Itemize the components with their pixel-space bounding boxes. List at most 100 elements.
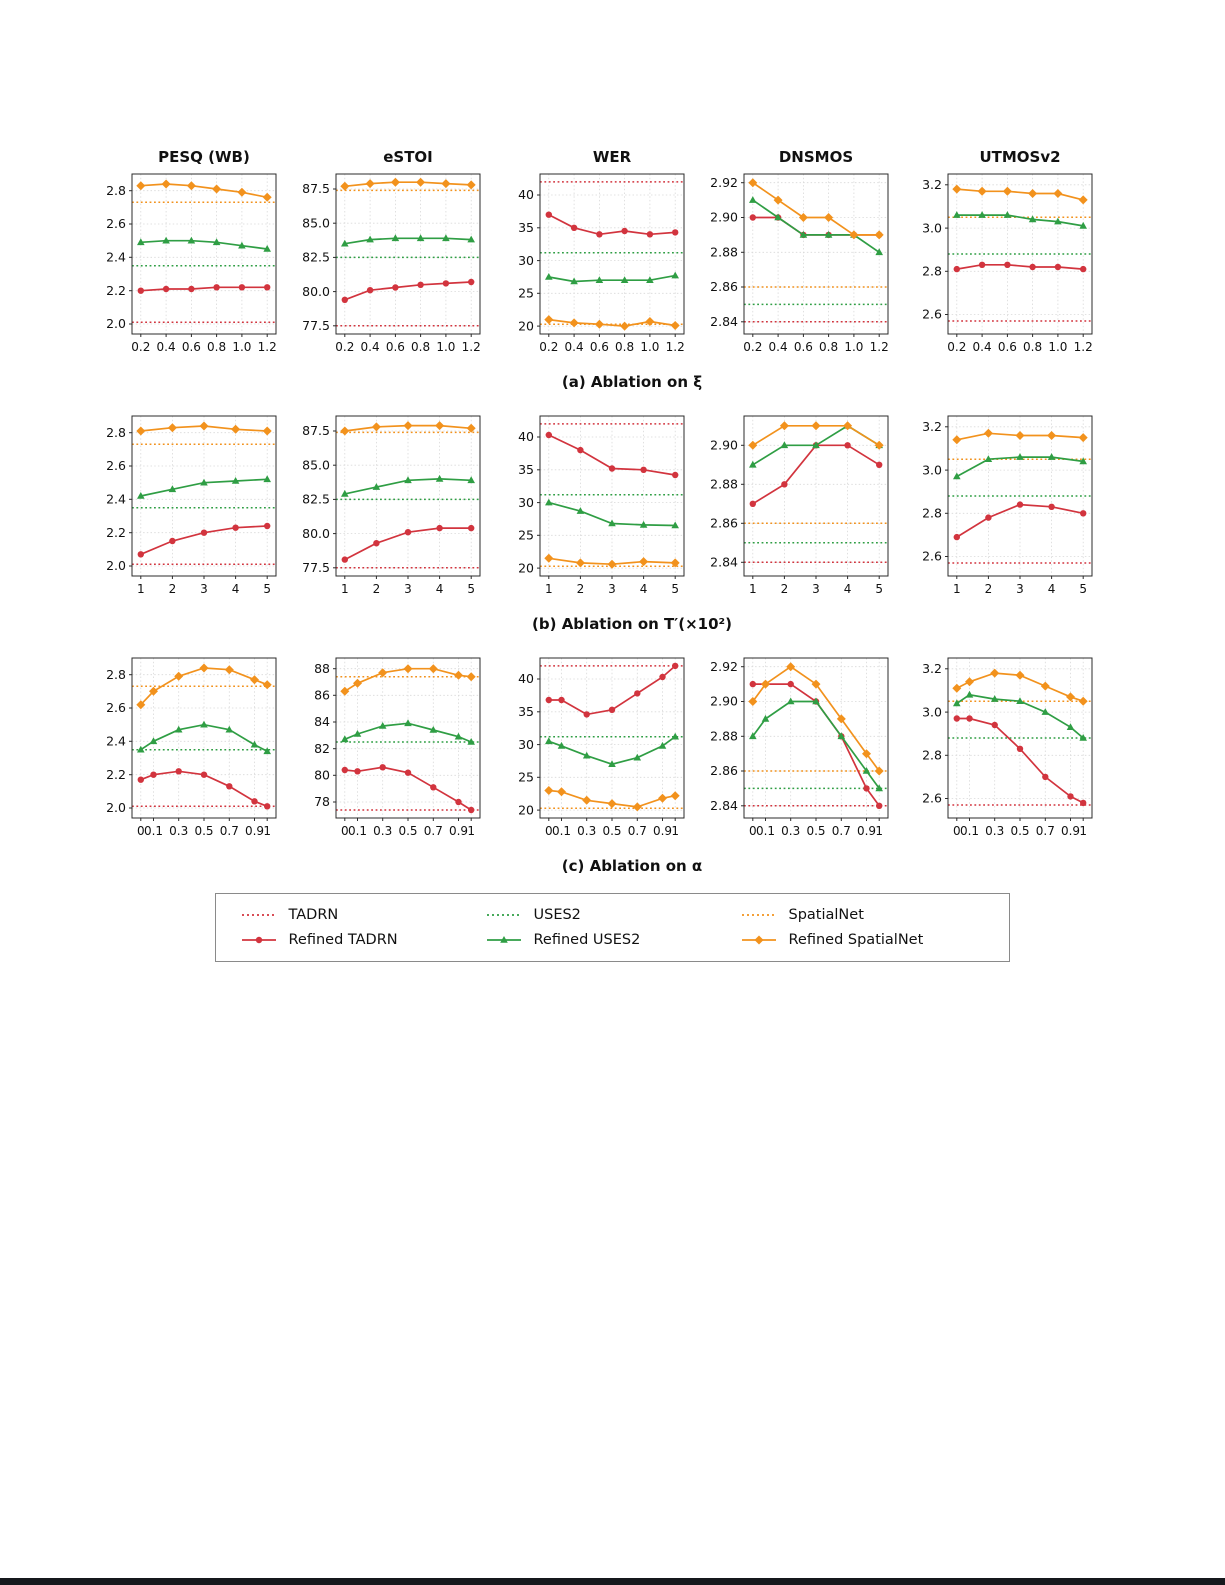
svg-text:0.1: 0.1: [144, 824, 163, 838]
svg-text:0.5: 0.5: [602, 824, 621, 838]
y-axis: 2.0 2.2 2.4 2.6 2.8: [106, 667, 132, 815]
svg-text:2.92: 2.92: [710, 659, 738, 674]
svg-text:82: 82: [314, 741, 330, 756]
svg-text:2.0: 2.0: [106, 800, 126, 815]
svg-text:3: 3: [608, 582, 616, 596]
baselines: [744, 522, 888, 564]
bottom-bar: [0, 1578, 1225, 1585]
chart-b-0: 2.0 2.2 2.4 2.6 2.8 1 2 3 4 5: [86, 407, 283, 607]
svg-text:2: 2: [373, 582, 381, 596]
svg-text:2.6: 2.6: [106, 700, 126, 715]
svg-text:1: 1: [671, 824, 679, 838]
x-axis: 0 0.1 0.3 0.5 0.7 0.9 1: [953, 818, 1087, 838]
series-refined_uses2: [545, 498, 679, 529]
chart-b-3: 2.84 2.86 2.88 2.90 1 2 3 4 5: [698, 407, 895, 607]
series-refined_uses2: [749, 196, 883, 256]
svg-text:0: 0: [749, 824, 757, 838]
svg-text:1: 1: [545, 582, 553, 596]
svg-text:0.4: 0.4: [361, 340, 380, 354]
svg-text:40: 40: [518, 671, 534, 686]
baselines: [336, 431, 480, 569]
svg-text:3.0: 3.0: [922, 462, 942, 477]
svg-text:0.2: 0.2: [947, 340, 966, 354]
legend-sample-refined-tadrn: [241, 936, 276, 944]
chart-svg: 2.0 2.2 2.4 2.6 2.8 0 0.1 0.3 0.5 0.7 0.9 1: [106, 657, 277, 838]
svg-text:2.6: 2.6: [106, 216, 126, 231]
svg-text:2.2: 2.2: [106, 525, 126, 540]
svg-text:1.0: 1.0: [640, 340, 659, 354]
svg-text:0.7: 0.7: [628, 824, 647, 838]
charts-row-b: 2.0 2.2 2.4 2.6 2.8 1 2 3 4 5 77.5 80.0 82.5 85.0 87.5…: [86, 407, 1138, 607]
svg-text:3.0: 3.0: [922, 220, 942, 235]
x-axis: 1 2 3 4 5: [341, 576, 475, 596]
svg-text:0.9: 0.9: [1061, 824, 1080, 838]
svg-text:85.0: 85.0: [302, 215, 330, 230]
plot-frame: [539, 415, 685, 577]
legend-item-uses2: USES2: [485, 907, 710, 923]
svg-text:40: 40: [518, 187, 534, 202]
x-axis: 1 2 3 4 5: [545, 576, 679, 596]
series-refined_tadrn: [137, 522, 271, 558]
svg-text:2.88: 2.88: [710, 729, 738, 744]
baselines: [336, 189, 480, 327]
svg-text:1: 1: [341, 582, 349, 596]
svg-text:0.3: 0.3: [577, 824, 596, 838]
chart-svg: 2.6 2.8 3.0 3.2 0.2 0.4 0.6 0.8 1.0 1.2 UTMOSv2: [922, 148, 1093, 354]
chart-c-0: 2.0 2.2 2.4 2.6 2.8 0 0.1 0.3 0.5 0.7 0.9 1: [86, 649, 283, 849]
svg-text:0.7: 0.7: [1036, 824, 1055, 838]
svg-text:4: 4: [1048, 582, 1056, 596]
plot-frame: [131, 415, 277, 577]
svg-text:0.2: 0.2: [131, 340, 150, 354]
svg-text:0.5: 0.5: [806, 824, 825, 838]
series-refined_spatialnet: [748, 421, 884, 450]
svg-text:0.1: 0.1: [348, 824, 367, 838]
svg-text:0.2: 0.2: [743, 340, 762, 354]
svg-text:35: 35: [518, 220, 534, 235]
svg-text:0.9: 0.9: [857, 824, 876, 838]
svg-text:0.4: 0.4: [157, 340, 176, 354]
chart-svg: 2.84 2.86 2.88 2.90 2.92 0 0.1 0.3 0.5 0.7 0.9 1: [710, 657, 889, 838]
legend-label-spatialnet: SpatialNet: [788, 907, 864, 923]
baselines: [540, 423, 684, 567]
chart-svg: 20 25 30 35 40 1 2 3 4 5: [518, 415, 685, 596]
legend-label-refined-spatialnet: Refined SpatialNet: [788, 932, 924, 948]
series-refined_uses2: [137, 475, 271, 499]
svg-text:2: 2: [577, 582, 585, 596]
chart-svg: 2.0 2.2 2.4 2.6 2.8 1 2 3 4 5: [106, 415, 277, 596]
series-refined_spatialnet: [136, 179, 272, 202]
svg-text:25: 25: [518, 770, 534, 785]
svg-text:87.5: 87.5: [302, 423, 330, 438]
legend-sample-tadrn: [241, 914, 276, 916]
svg-text:0.4: 0.4: [565, 340, 584, 354]
series-refined_tadrn: [545, 211, 679, 238]
x-axis: 0.2 0.4 0.6 0.8 1.0 1.2: [335, 334, 481, 354]
x-axis: 0 0.1 0.3 0.5 0.7 0.9 1: [137, 818, 271, 838]
series-refined_uses2: [137, 236, 271, 252]
series-refined_spatialnet: [544, 786, 680, 812]
series-refined_spatialnet: [340, 177, 476, 191]
series-refined_uses2: [545, 271, 679, 285]
svg-text:1: 1: [1079, 824, 1087, 838]
series-refined_spatialnet: [136, 421, 272, 436]
svg-text:5: 5: [875, 582, 883, 596]
series-refined_tadrn: [953, 501, 1087, 541]
svg-text:25: 25: [518, 286, 534, 301]
svg-text:0.9: 0.9: [653, 824, 672, 838]
svg-text:2.8: 2.8: [106, 183, 126, 198]
baselines: [540, 665, 684, 809]
svg-text:2.8: 2.8: [922, 264, 942, 279]
gridlines: [744, 174, 888, 334]
svg-text:0.6: 0.6: [386, 340, 405, 354]
caption-b: (b) Ablation on T′(×10²): [532, 615, 732, 633]
series-refined_spatialnet: [952, 428, 1088, 445]
svg-text:1: 1: [263, 824, 271, 838]
chart-svg: 2.84 2.86 2.88 2.90 1 2 3 4 5: [710, 415, 889, 596]
svg-text:0.8: 0.8: [411, 340, 430, 354]
svg-text:3.2: 3.2: [922, 661, 942, 676]
svg-text:77.5: 77.5: [302, 318, 330, 333]
series-refined_spatialnet: [340, 421, 476, 436]
legend-item-refined-tadrn: Refined TADRN: [240, 932, 455, 948]
y-axis: 2.0 2.2 2.4 2.6 2.8: [106, 425, 132, 573]
svg-text:1: 1: [137, 582, 145, 596]
chart-b-1: 77.5 80.0 82.5 85.0 87.5 1 2 3 4 5: [290, 407, 487, 607]
